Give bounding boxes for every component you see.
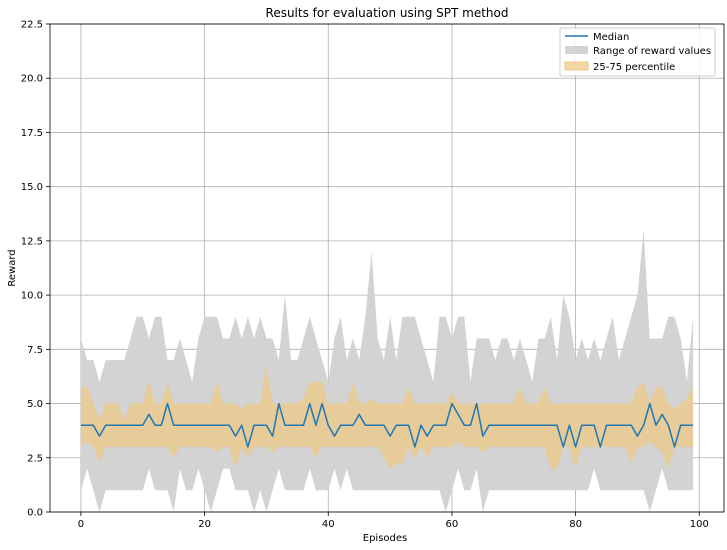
iqr-band-layer xyxy=(80,365,694,469)
x-axis-label: Episodes xyxy=(363,533,407,544)
legend-iqr-label: 25-75 percentile xyxy=(593,62,675,73)
y-tick-label: 2.5 xyxy=(27,453,43,464)
legend-median-label: Median xyxy=(593,32,629,43)
y-tick-label: 20.0 xyxy=(21,74,43,85)
y-tick-label: 0.0 xyxy=(27,508,43,519)
x-tick-label: 100 xyxy=(690,519,709,530)
legend-range-label: Range of reward values xyxy=(593,46,711,57)
y-tick-label: 7.5 xyxy=(27,345,43,356)
legend-iqr-swatch xyxy=(564,61,589,71)
x-tick-label: 40 xyxy=(322,519,335,530)
x-tick-label: 80 xyxy=(569,519,582,530)
x-tick-label: 20 xyxy=(198,519,211,530)
legend-box xyxy=(559,27,716,77)
y-tick-label: 17.5 xyxy=(21,128,43,139)
x-tick-label: 0 xyxy=(78,519,84,530)
legend-range-swatch xyxy=(565,46,588,54)
plot-frame xyxy=(49,23,725,513)
y-tick-label: 15.0 xyxy=(21,182,43,193)
median-line-layer xyxy=(80,402,694,448)
y-axis-label: Reward xyxy=(7,249,18,286)
median-line xyxy=(80,402,694,448)
y-axis-ticks: 0.0 2.5 5.0 7.5 10.0 12.5 15.0 17.5 20.0 22.5 xyxy=(21,20,50,519)
iqr-band xyxy=(80,365,694,469)
legend: Median Range of reward values 25-75 perc… xyxy=(559,27,716,77)
y-tick-label: 12.5 xyxy=(21,236,43,247)
y-tick-label: 5.0 xyxy=(27,399,43,410)
y-tick-label: 10.0 xyxy=(21,291,43,302)
x-tick-label: 60 xyxy=(446,519,459,530)
chart-title: Results for evaluation using SPT method xyxy=(266,6,509,20)
x-axis-ticks: 0 20 40 60 80 100 xyxy=(78,512,709,530)
y-tick-label: 22.5 xyxy=(21,20,43,31)
